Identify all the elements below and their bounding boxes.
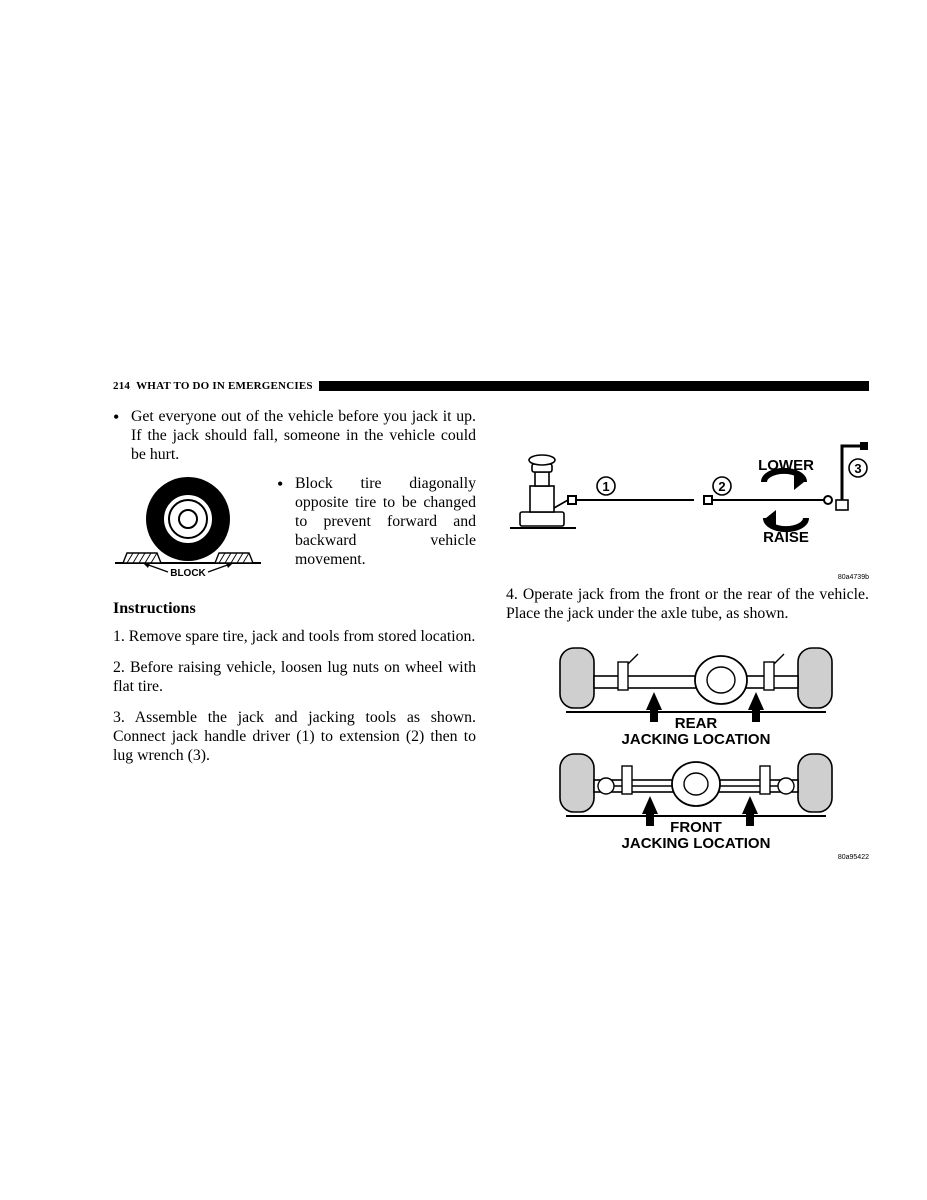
step-4: 4. Operate jack from the front or the re… (506, 586, 869, 624)
callout-1: 1 (602, 479, 609, 494)
left-column: • Get everyone out of the vehicle before… (113, 408, 476, 867)
axle-locations-figure: REAR JACKING LOCATION (506, 642, 869, 852)
right-column: 1 2 3 LOWER (506, 408, 869, 867)
tire-block-figure: BLOCK (113, 475, 263, 585)
page-number: 214 (113, 380, 130, 392)
step-3: 3. Assemble the jack and jacking tools a… (113, 709, 476, 766)
jack-tools-figure: 1 2 3 LOWER (506, 408, 869, 566)
page-header: 214 WHAT TO DO IN EMERGENCIES (113, 378, 869, 394)
header-rule-bar (319, 381, 869, 391)
bullet-icon: • (113, 408, 131, 465)
section-title: WHAT TO DO IN EMERGENCIES (136, 380, 313, 392)
front-label-2: JACKING LOCATION (622, 835, 771, 852)
bullet-item: • Get everyone out of the vehicle before… (113, 408, 476, 465)
manual-page: 214 WHAT TO DO IN EMERGENCIES • Get ever… (113, 378, 869, 867)
figure-caption-b: 80a95422 (506, 854, 869, 862)
rear-label-2: JACKING LOCATION (622, 731, 771, 748)
step-1: 1. Remove spare tire, jack and tools fro… (113, 628, 476, 647)
bullet-item: • Block tire diagonally opposite tire to… (277, 475, 476, 585)
step-2: 2. Before raising vehicle, loosen lug nu… (113, 659, 476, 697)
bullet-text: Block tire diagonally opposite tire to b… (295, 475, 476, 585)
rear-label-1: REAR (675, 715, 718, 732)
block-label: BLOCK (170, 568, 206, 579)
tire-block-row: BLOCK • Block tire diagonally opposite t… (113, 475, 476, 585)
instructions-heading: Instructions (113, 599, 476, 618)
callout-2: 2 (718, 479, 725, 494)
figure-caption-a: 80a4739b (506, 574, 869, 582)
callout-3: 3 (854, 461, 861, 476)
bullet-icon: • (277, 475, 295, 585)
bullet-text: Get everyone out of the vehicle before y… (131, 408, 476, 465)
front-label-1: FRONT (670, 819, 722, 836)
two-column-layout: • Get everyone out of the vehicle before… (113, 408, 869, 867)
